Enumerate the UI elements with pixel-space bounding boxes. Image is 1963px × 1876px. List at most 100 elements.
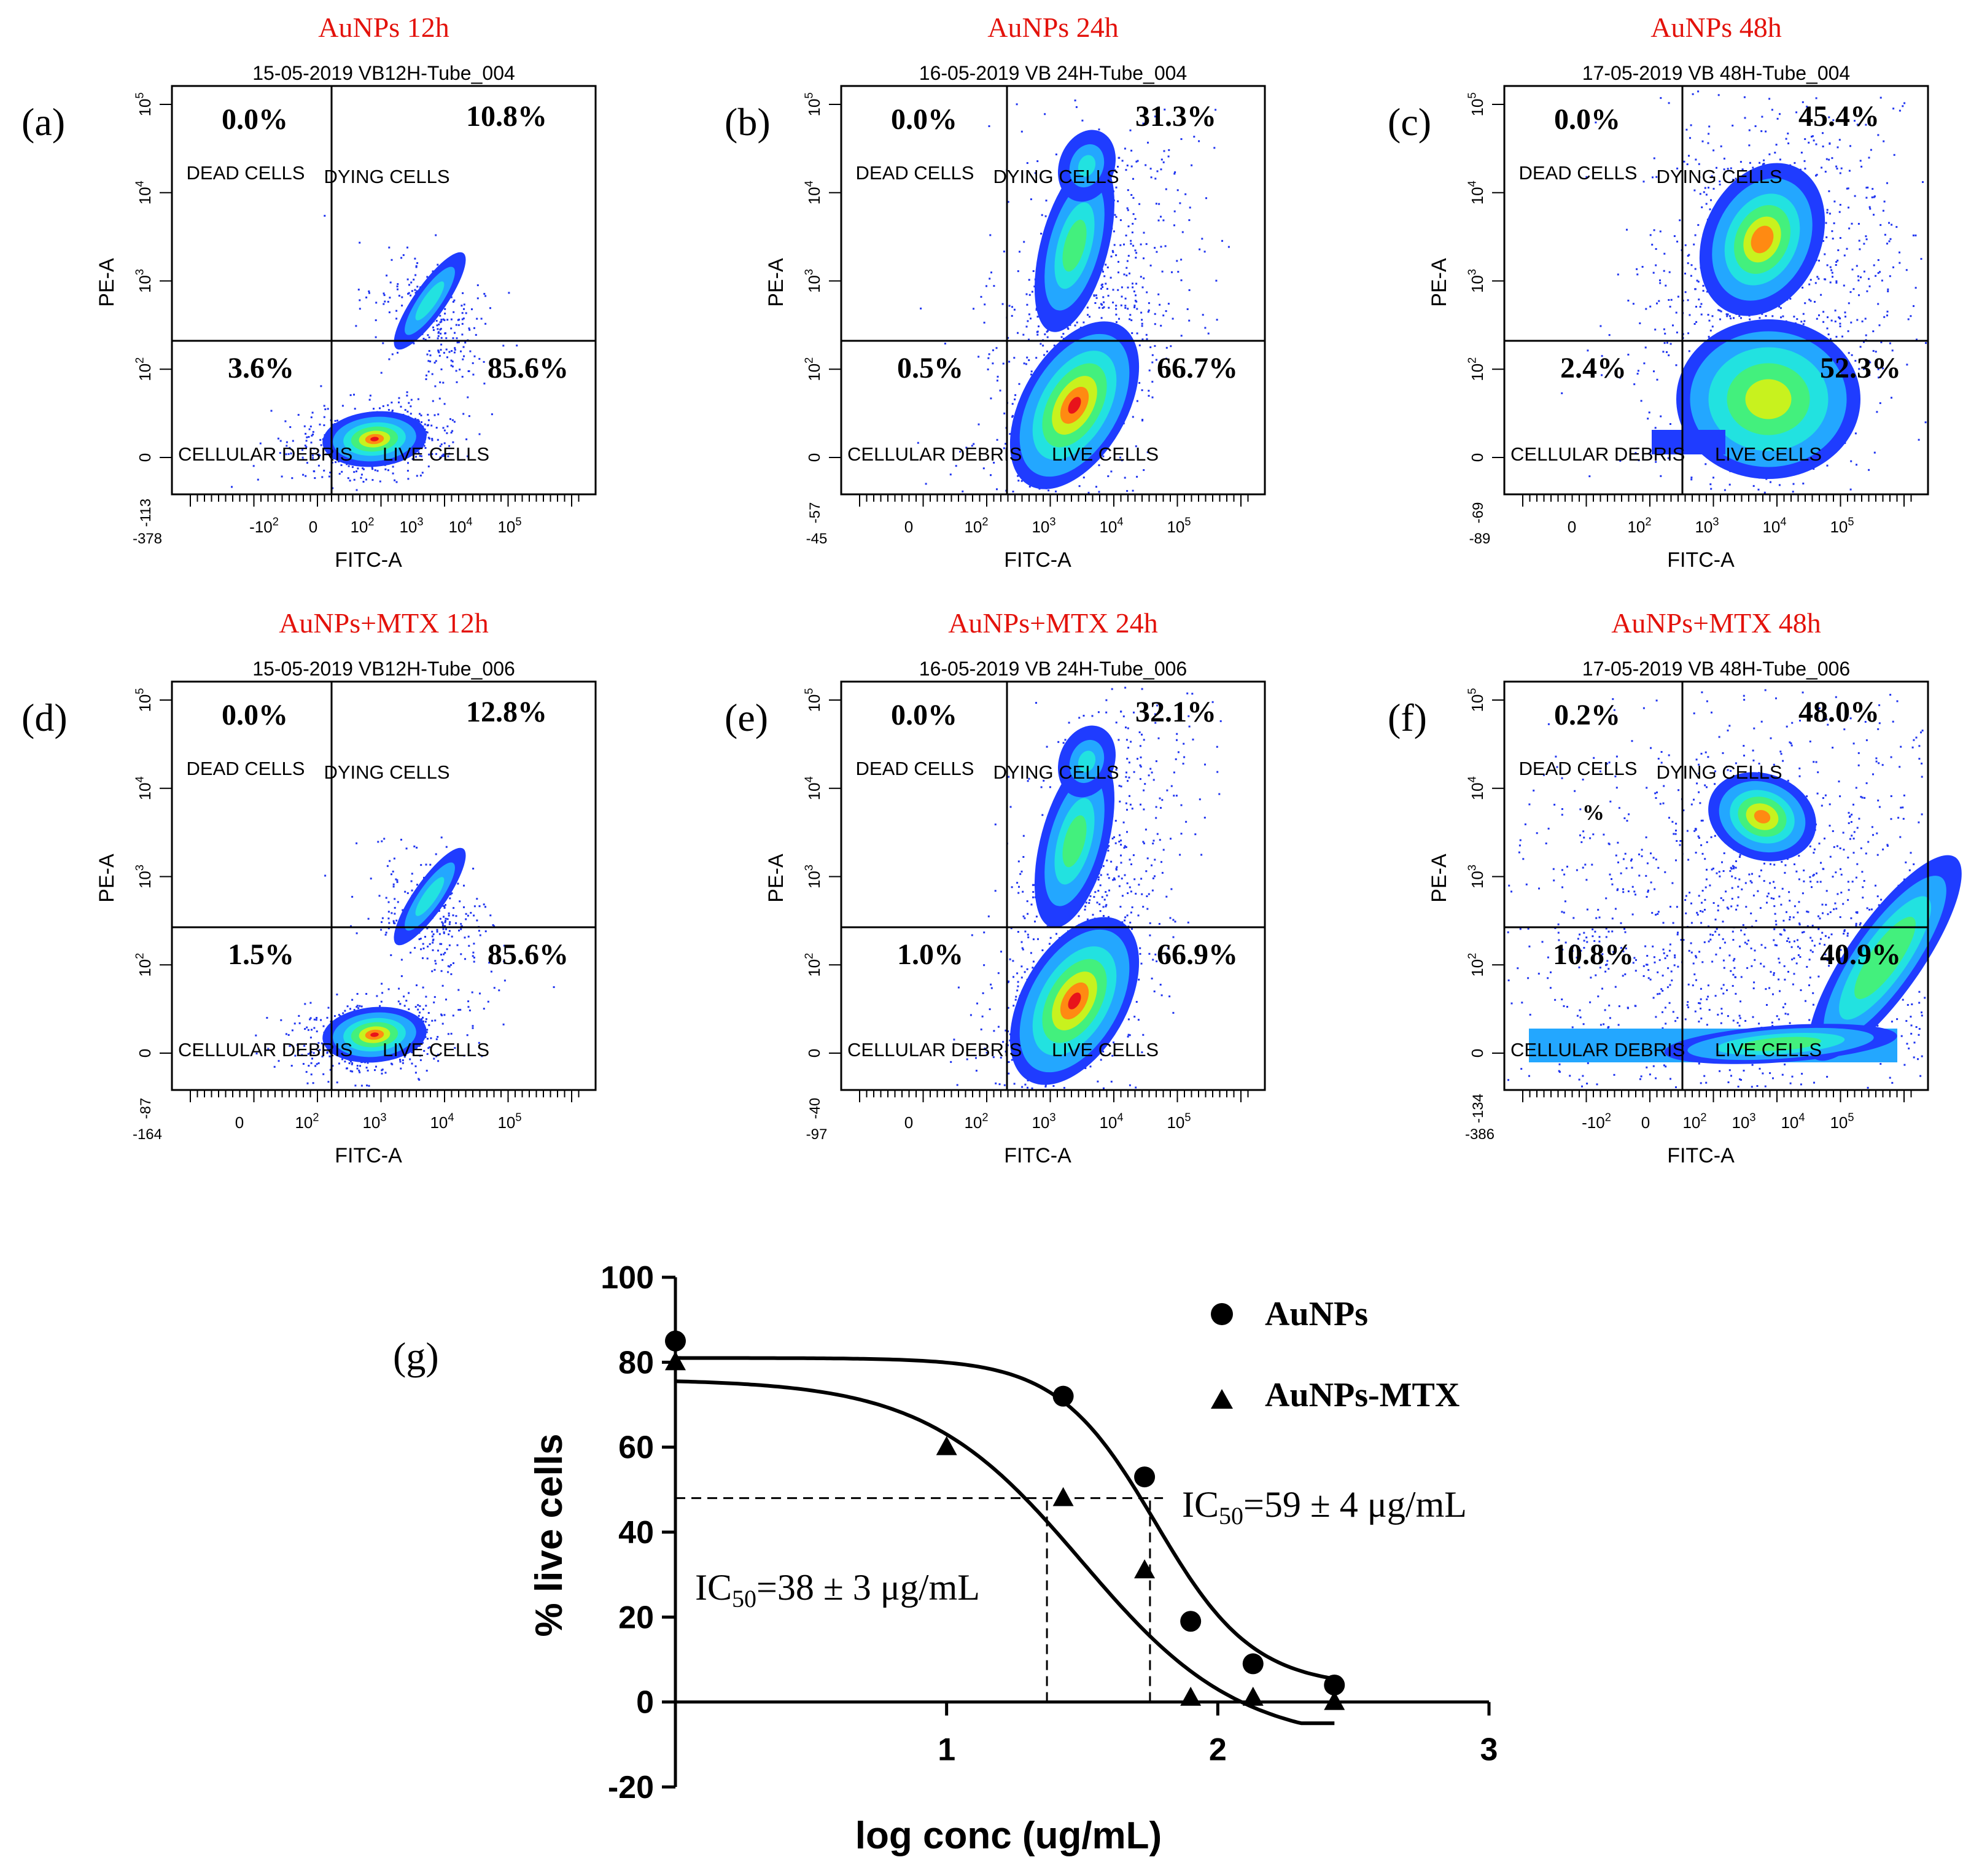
- event-dot: [266, 1017, 268, 1019]
- event-dot: [1103, 275, 1106, 278]
- event-dot: [1883, 316, 1886, 318]
- event-dot: [1684, 273, 1686, 274]
- event-dot: [1655, 699, 1658, 702]
- event-dot: [1711, 315, 1714, 317]
- event-dot: [1834, 321, 1837, 322]
- event-dot: [1856, 123, 1859, 126]
- quadrant-lr-percent: 66.9%: [1157, 938, 1238, 971]
- event-dot: [1127, 747, 1130, 749]
- event-dot: [1141, 389, 1143, 391]
- event-dot: [1103, 898, 1106, 901]
- event-dot: [1022, 333, 1025, 336]
- event-dot: [292, 440, 294, 442]
- event-dot: [1114, 878, 1116, 881]
- event-dot: [1579, 933, 1581, 936]
- event-dot: [1670, 343, 1672, 345]
- event-dot: [1638, 853, 1640, 855]
- event-dot: [1176, 739, 1178, 741]
- event-dot: [446, 319, 449, 321]
- event-dot: [443, 454, 445, 457]
- event-dot: [301, 449, 303, 451]
- event-dot: [1132, 489, 1134, 492]
- event-dot: [1895, 226, 1898, 228]
- event-dot: [1099, 884, 1102, 887]
- event-dot: [1561, 392, 1563, 394]
- event-dot: [1086, 918, 1089, 920]
- event-dot: [1171, 271, 1173, 273]
- event-dot: [447, 455, 449, 457]
- event-dot: [993, 462, 995, 464]
- event-dot: [1027, 1080, 1029, 1081]
- event-dot: [1148, 774, 1150, 777]
- event-dot: [1022, 835, 1025, 837]
- event-dot: [328, 475, 330, 478]
- event-dot: [1215, 279, 1218, 282]
- event-dot: [1741, 888, 1743, 890]
- event-dot: [1008, 1061, 1010, 1063]
- event-dot: [1068, 722, 1070, 724]
- event-dot: [459, 1008, 462, 1011]
- event-dot: [1053, 344, 1055, 347]
- event-dot: [1776, 944, 1778, 946]
- event-dot: [416, 290, 418, 292]
- event-dot: [1030, 370, 1033, 373]
- event-dot: [1780, 753, 1782, 755]
- event-dot: [381, 840, 383, 843]
- event-dot: [1879, 402, 1881, 404]
- event-dot: [1859, 346, 1862, 348]
- density-contour: [415, 877, 445, 916]
- event-dot: [259, 442, 262, 445]
- event-dot: [1136, 400, 1138, 402]
- event-dot: [1115, 305, 1118, 307]
- event-dot: [1792, 491, 1794, 493]
- event-dot: [417, 1004, 419, 1006]
- event-dot: [1013, 1005, 1015, 1007]
- event-dot: [1924, 421, 1927, 424]
- event-dot: [302, 473, 305, 476]
- event-dot: [1891, 349, 1894, 352]
- event-dot: [1017, 985, 1019, 987]
- event-dot: [1165, 954, 1168, 957]
- event-dot: [1778, 484, 1781, 486]
- y-axis-min-label: -113: [138, 499, 154, 527]
- event-dot: [1676, 331, 1678, 333]
- event-dot: [1636, 273, 1639, 276]
- event-dot: [1858, 368, 1860, 370]
- event-dot: [1751, 881, 1753, 884]
- event-dot: [387, 404, 389, 407]
- event-dot: [1842, 903, 1844, 905]
- event-dot: [354, 408, 356, 410]
- event-dot: [1057, 741, 1060, 743]
- event-dot: [1125, 274, 1128, 277]
- event-dot: [418, 1078, 421, 1081]
- event-dot: [1098, 464, 1100, 467]
- event-dot: [388, 922, 391, 924]
- event-dot: [465, 913, 467, 915]
- event-dot: [1903, 102, 1906, 104]
- event-dot: [453, 421, 456, 423]
- event-dot: [410, 294, 412, 297]
- event-dot: [319, 1049, 321, 1051]
- event-dot: [1115, 308, 1118, 310]
- event-dot: [1125, 802, 1127, 804]
- event-dot: [1832, 238, 1834, 240]
- panel-letter: (e): [725, 696, 768, 739]
- event-dot: [1127, 209, 1129, 211]
- event-dot: [1529, 1013, 1531, 1016]
- event-dot: [1693, 243, 1695, 246]
- event-dot: [983, 964, 985, 967]
- event-dot: [1697, 224, 1700, 226]
- event-dot: [962, 490, 964, 492]
- event-dot: [1103, 301, 1105, 303]
- event-dot: [1130, 319, 1133, 321]
- event-dot: [432, 949, 434, 951]
- event-dot: [446, 432, 448, 434]
- event-dot: [1658, 992, 1661, 995]
- event-dot: [1643, 362, 1646, 365]
- event-dot: [1754, 959, 1756, 961]
- event-dot: [1048, 943, 1051, 945]
- event-dot: [420, 948, 422, 951]
- event-dot: [443, 319, 446, 321]
- event-dot: [461, 312, 464, 314]
